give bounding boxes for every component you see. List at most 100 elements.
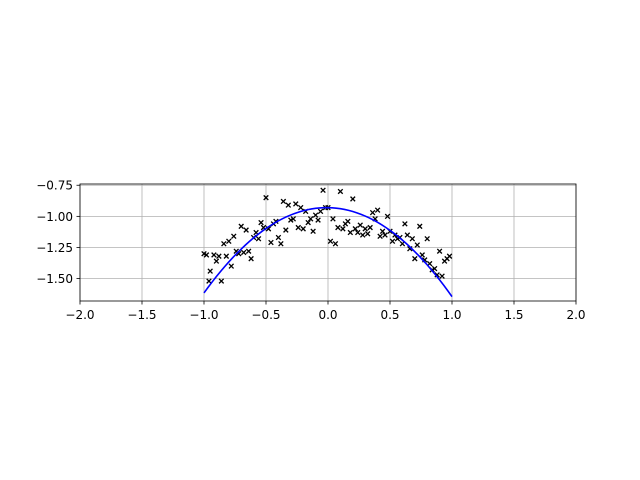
data-point-stroke: [379, 228, 386, 235]
data-point-stroke: [350, 196, 356, 202]
x-tick-label: −1.5: [127, 308, 156, 322]
data-point: [414, 242, 421, 248]
data-point-stroke: [245, 248, 252, 254]
data-point-stroke: [240, 249, 247, 256]
data-point-stroke: [253, 229, 259, 236]
data-point-stroke: [332, 240, 339, 247]
x-tick-label: −1.0: [189, 308, 218, 322]
x-tick-label: 2.0: [566, 308, 585, 322]
data-point-stroke: [417, 223, 423, 230]
data-point-stroke: [228, 263, 235, 269]
data-point-stroke: [384, 213, 391, 220]
data-point-stroke: [337, 188, 344, 195]
data-point-stroke: [377, 233, 383, 240]
x-tick-label: −0.5: [251, 308, 280, 322]
data-point-stroke: [414, 242, 421, 248]
data-point-stroke: [216, 253, 222, 259]
data-point: [211, 252, 217, 258]
data-point: [207, 268, 213, 274]
data-point-stroke: [265, 226, 272, 232]
x-tick-label: 0.5: [380, 308, 399, 322]
data-point-stroke: [320, 187, 326, 193]
data-point: [221, 240, 227, 247]
data-point: [203, 252, 210, 258]
data-point-stroke: [424, 236, 430, 242]
data-point: [382, 232, 388, 238]
data-point: [228, 263, 235, 269]
data-point: [312, 212, 319, 218]
data-point: [347, 229, 354, 236]
data-point: [315, 217, 321, 223]
data-point: [379, 228, 386, 235]
data-point-stroke: [255, 236, 262, 242]
fit-curve: [203, 206, 453, 298]
data-point-stroke: [404, 232, 411, 238]
data-point-stroke: [409, 236, 416, 242]
data-point-stroke: [293, 201, 299, 207]
data-point-stroke: [310, 228, 316, 235]
data-point: [377, 233, 383, 240]
data-point-stroke: [355, 229, 361, 236]
data-point: [280, 198, 287, 205]
data-point: [364, 231, 371, 237]
data-point-stroke: [402, 221, 408, 227]
data-point: [362, 226, 368, 232]
data-point: [278, 240, 284, 247]
x-tick-label: 1.5: [504, 308, 523, 322]
data-point-stroke: [243, 227, 249, 233]
data-point: [258, 219, 264, 226]
data-point-stroke: [207, 268, 213, 274]
data-point: [367, 224, 373, 231]
data-point: [310, 228, 316, 235]
data-point: [434, 272, 440, 278]
data-point-stroke: [278, 240, 284, 247]
data-point-stroke: [357, 222, 363, 228]
data-point: [417, 223, 423, 230]
data-point-stroke: [213, 258, 220, 264]
data-point-stroke: [315, 217, 321, 223]
data-point-stroke: [226, 238, 232, 245]
data-point: [419, 252, 425, 258]
data-point-stroke: [335, 224, 341, 231]
data-point: [206, 278, 212, 284]
data-point-stroke: [280, 198, 287, 205]
data-point: [285, 202, 292, 208]
data-point-stroke: [211, 252, 217, 258]
data-point-stroke: [436, 248, 443, 254]
data-point: [295, 224, 301, 231]
data-point: [409, 236, 416, 242]
data-point: [223, 253, 230, 259]
data-point: [345, 218, 351, 225]
data-point-stroke: [345, 218, 351, 225]
data-point: [352, 226, 359, 232]
data-point: [305, 219, 311, 226]
data-point: [384, 213, 391, 220]
data-point-stroke: [201, 250, 207, 257]
data-point-stroke: [283, 227, 289, 233]
y-tick-label: −1.25: [36, 241, 73, 255]
x-tick-label: −2.0: [65, 308, 94, 322]
data-point: [412, 255, 418, 262]
data-point-stroke: [419, 252, 425, 258]
y-tick-label: −1.00: [36, 210, 73, 224]
data-point: [424, 236, 430, 242]
data-point-stroke: [206, 278, 212, 284]
data-point-stroke: [446, 253, 453, 259]
data-point-stroke: [312, 212, 319, 218]
data-point-stroke: [263, 194, 269, 201]
data-point: [240, 249, 247, 256]
data-point-stroke: [359, 232, 366, 238]
data-point: [255, 236, 262, 242]
data-point-stroke: [330, 216, 336, 222]
data-point-stroke: [290, 216, 297, 222]
data-point: [332, 240, 339, 247]
data-point: [404, 232, 411, 238]
data-point-stroke: [412, 255, 418, 262]
data-point-stroke: [300, 226, 306, 232]
data-point: [374, 207, 381, 213]
data-point-stroke: [275, 234, 282, 241]
data-point-stroke: [367, 224, 373, 231]
data-point: [248, 255, 254, 262]
data-point: [275, 234, 282, 241]
